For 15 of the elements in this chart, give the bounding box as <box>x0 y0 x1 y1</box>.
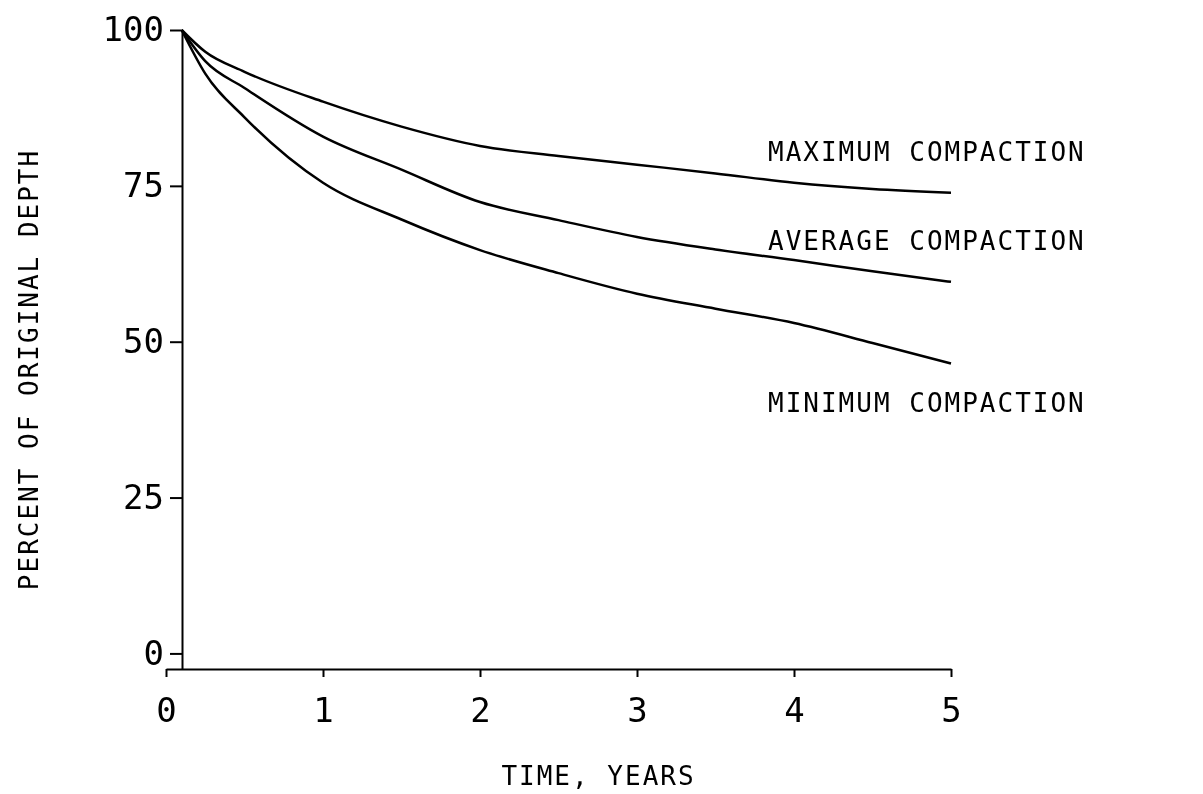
series-label: AVERAGE COMPACTION <box>768 225 1086 256</box>
y-tick-label: 25 <box>123 476 164 517</box>
series-label: MAXIMUM COMPACTION <box>768 136 1086 167</box>
y-tick-label: 100 <box>102 9 164 50</box>
x-tick-label: 5 <box>941 689 962 730</box>
x-tick-label: 4 <box>784 689 805 730</box>
y-axis-title: PERCENT OF ORIGINAL DEPTH <box>14 148 44 591</box>
x-axis-title: TIME, YEARS <box>501 761 696 791</box>
x-tick-label: 3 <box>627 689 648 730</box>
y-tick-label: 0 <box>143 632 164 673</box>
series-label: MINIMUM COMPACTION <box>768 387 1086 418</box>
x-tick-label: 2 <box>470 689 491 730</box>
y-tick-label: 75 <box>123 165 164 206</box>
y-tick-label: 50 <box>123 321 164 362</box>
x-tick-label: 1 <box>313 689 334 730</box>
